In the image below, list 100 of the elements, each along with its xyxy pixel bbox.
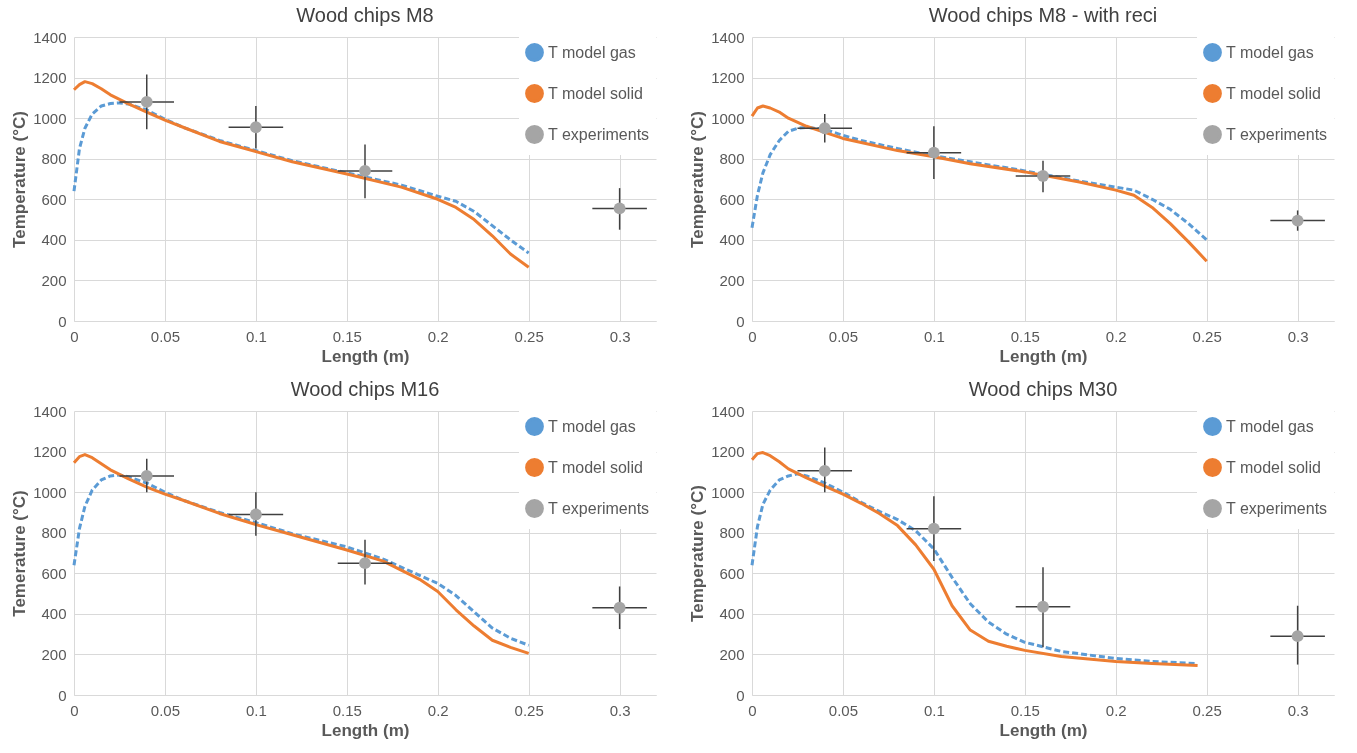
x-tick-label: 0.3: [609, 327, 631, 345]
y-tick-label: 600: [719, 564, 745, 582]
chart-title: Wood chips M16: [290, 378, 440, 400]
y-axis-title: Temperature (°C): [688, 111, 708, 248]
x-tick-label: 0.3: [609, 701, 631, 719]
point: [359, 164, 371, 177]
y-tick-label: 1000: [33, 109, 67, 127]
point: [818, 122, 831, 135]
x-tick-label: 0: [70, 701, 79, 719]
chart-title: Wood chips M30: [968, 378, 1118, 400]
line-series: [72, 101, 531, 255]
y-tick-label: 600: [41, 190, 67, 208]
point: [927, 522, 940, 535]
chart-title: Wood chips M8 - with reci: [928, 4, 1158, 26]
x-tick-label: 0.05: [828, 327, 859, 345]
point: [613, 601, 626, 614]
y-tick-label: 1200: [33, 69, 67, 87]
x-tick-label: 0.2: [1105, 327, 1127, 345]
legend-label: T experiments: [548, 499, 650, 517]
y-tick-label: 1400: [33, 28, 67, 46]
x-axis-title: Length (m): [999, 346, 1088, 366]
legend-label: T model gas: [548, 43, 636, 61]
point: [1291, 214, 1304, 227]
y-tick-label: 800: [41, 524, 67, 542]
y-tick-label: 1200: [711, 443, 745, 461]
x-tick-label: 0.3: [1287, 327, 1309, 345]
x-tick-label: 0.2: [1105, 701, 1127, 719]
x-tick-label: 0.15: [1010, 701, 1040, 719]
x-tick-label: 0.25: [1192, 701, 1222, 719]
y-tick-label: 1400: [711, 28, 745, 46]
line-series: [750, 104, 1209, 263]
x-axis-title: Length (m): [999, 720, 1088, 740]
x-tick-label: 0: [748, 327, 757, 345]
x-tick-label: 0.05: [150, 327, 181, 345]
legend-label: T experiments: [548, 125, 650, 143]
x-tick-label: 0.05: [150, 701, 181, 719]
point: [359, 557, 371, 570]
legend-label: T model solid: [548, 84, 643, 102]
legend-label: T experiments: [1226, 499, 1328, 517]
y-tick-label: 400: [41, 231, 67, 249]
y-tick-label: 0: [736, 312, 745, 330]
y-tick-label: 1200: [33, 443, 67, 461]
point: [1291, 630, 1304, 643]
x-tick-label: 0.15: [1010, 327, 1040, 345]
point: [249, 508, 262, 521]
x-tick-label: 0.15: [332, 701, 362, 719]
legend-label: T model gas: [1226, 43, 1314, 61]
point: [613, 202, 626, 215]
x-tick-label: 0.25: [1192, 327, 1222, 345]
y-axis-title: Temerature (°C): [10, 490, 30, 617]
y-tick-label: 600: [719, 190, 745, 208]
x-axis-title: Length (m): [321, 720, 410, 740]
point: [249, 121, 262, 134]
legend-label: T experiments: [1226, 125, 1328, 143]
y-tick-label: 0: [736, 686, 745, 704]
y-tick-label: 200: [41, 271, 67, 289]
chart-title: Wood chips M8: [296, 4, 434, 26]
point: [1037, 170, 1049, 182]
y-tick-label: 800: [719, 150, 745, 168]
y-tick-label: 600: [41, 564, 67, 582]
legend-label: T model solid: [1226, 458, 1321, 476]
y-tick-label: 400: [719, 231, 745, 249]
point: [818, 464, 831, 477]
x-tick-label: 0.3: [1287, 701, 1309, 719]
x-tick-label: 0.15: [332, 327, 362, 345]
line-series: [72, 80, 531, 269]
x-tick-label: 0.1: [245, 327, 267, 345]
y-tick-label: 200: [41, 645, 67, 663]
y-tick-label: 1400: [33, 402, 67, 420]
y-tick-label: 1400: [711, 402, 745, 420]
x-tick-label: 0.25: [514, 327, 544, 345]
legend-label: T model solid: [1226, 84, 1321, 102]
x-tick-label: 0.1: [923, 327, 945, 345]
x-tick-label: 0.1: [923, 701, 945, 719]
point: [1037, 600, 1049, 613]
x-tick-label: 0.2: [427, 327, 449, 345]
y-axis-title: Temperature (°C): [688, 485, 708, 622]
y-tick-label: 800: [719, 524, 745, 542]
x-tick-label: 0: [70, 327, 79, 345]
x-tick-label: 0: [748, 701, 757, 719]
y-tick-label: 1000: [711, 109, 745, 127]
y-tick-label: 1200: [711, 69, 745, 87]
y-tick-label: 200: [719, 271, 745, 289]
y-tick-label: 400: [41, 605, 67, 623]
y-tick-label: 800: [41, 150, 67, 168]
point: [140, 96, 153, 108]
legend-label: T model gas: [1226, 417, 1314, 435]
y-tick-label: 1000: [711, 483, 745, 501]
y-tick-label: 1000: [33, 483, 67, 501]
x-tick-label: 0.05: [828, 701, 859, 719]
x-tick-label: 0.1: [245, 701, 267, 719]
y-axis-title: Temperature (°C): [10, 111, 30, 248]
point: [927, 146, 940, 159]
y-tick-label: 200: [719, 645, 745, 663]
legend-label: T model solid: [548, 458, 643, 476]
y-tick-label: 0: [58, 312, 67, 330]
x-axis-title: Length (m): [321, 346, 410, 366]
y-tick-label: 400: [719, 605, 745, 623]
x-tick-label: 0.25: [514, 701, 544, 719]
point: [140, 470, 153, 482]
